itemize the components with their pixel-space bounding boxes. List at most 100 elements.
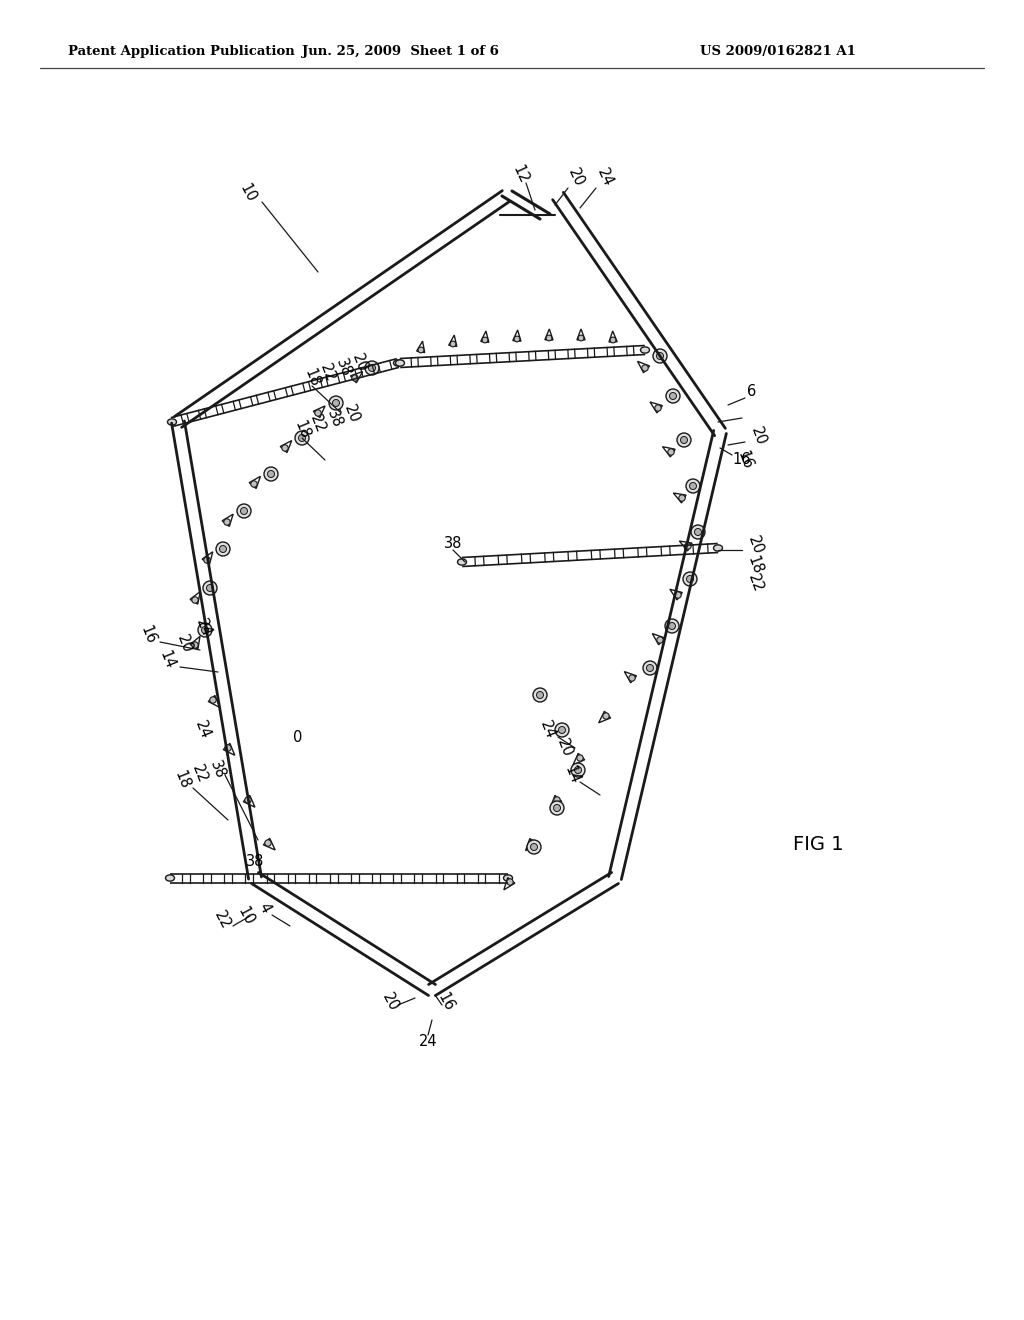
Text: 18: 18 xyxy=(744,554,765,577)
Text: 18: 18 xyxy=(302,367,323,389)
Text: 14: 14 xyxy=(157,648,177,672)
Text: 12: 12 xyxy=(509,164,530,186)
Circle shape xyxy=(224,519,230,525)
Text: 0: 0 xyxy=(293,730,303,746)
Text: 16: 16 xyxy=(733,453,752,467)
Ellipse shape xyxy=(393,360,402,366)
Circle shape xyxy=(642,364,648,371)
Circle shape xyxy=(554,797,560,803)
Circle shape xyxy=(694,528,701,536)
Circle shape xyxy=(670,392,677,400)
Text: 38: 38 xyxy=(443,536,462,550)
Circle shape xyxy=(267,470,274,478)
Circle shape xyxy=(574,767,582,774)
Circle shape xyxy=(482,337,487,343)
Circle shape xyxy=(352,375,358,381)
Circle shape xyxy=(577,755,584,762)
Circle shape xyxy=(683,572,697,586)
Text: 38: 38 xyxy=(325,408,345,430)
Text: 24: 24 xyxy=(538,718,558,742)
Circle shape xyxy=(689,483,696,490)
Text: 22: 22 xyxy=(317,362,339,384)
Circle shape xyxy=(365,360,379,375)
Circle shape xyxy=(210,697,216,704)
Circle shape xyxy=(666,389,680,403)
Ellipse shape xyxy=(640,347,649,354)
Text: 20: 20 xyxy=(555,737,575,759)
Circle shape xyxy=(656,636,664,643)
Text: 38: 38 xyxy=(246,854,264,870)
Circle shape xyxy=(507,879,513,886)
Circle shape xyxy=(251,480,257,487)
Text: 20: 20 xyxy=(565,166,587,190)
Circle shape xyxy=(686,479,700,492)
Circle shape xyxy=(555,723,569,737)
Text: 22: 22 xyxy=(189,763,211,785)
Text: 16: 16 xyxy=(735,449,756,471)
Text: 10: 10 xyxy=(234,904,257,928)
Circle shape xyxy=(579,335,584,341)
Ellipse shape xyxy=(714,545,723,552)
Circle shape xyxy=(675,591,681,598)
Circle shape xyxy=(656,352,664,359)
Circle shape xyxy=(653,348,667,363)
Circle shape xyxy=(643,661,657,675)
Text: 18: 18 xyxy=(292,418,312,441)
Text: 24: 24 xyxy=(193,718,213,742)
Circle shape xyxy=(333,400,340,407)
Text: 24: 24 xyxy=(194,616,214,639)
Circle shape xyxy=(329,396,343,411)
Circle shape xyxy=(527,840,541,854)
Text: Patent Application Publication: Patent Application Publication xyxy=(68,45,295,58)
Text: US 2009/0162821 A1: US 2009/0162821 A1 xyxy=(700,45,856,58)
Circle shape xyxy=(550,801,564,814)
Circle shape xyxy=(299,434,305,441)
Circle shape xyxy=(198,623,212,638)
Text: 6: 6 xyxy=(748,384,757,400)
Circle shape xyxy=(610,337,615,343)
Circle shape xyxy=(571,763,585,777)
Circle shape xyxy=(216,543,230,556)
Circle shape xyxy=(514,337,520,342)
Circle shape xyxy=(369,364,376,371)
Circle shape xyxy=(537,692,544,698)
Circle shape xyxy=(225,744,231,751)
Circle shape xyxy=(546,335,552,341)
Circle shape xyxy=(691,525,705,539)
Text: 20: 20 xyxy=(342,403,362,425)
Circle shape xyxy=(530,843,538,850)
Text: 22: 22 xyxy=(307,412,329,436)
Circle shape xyxy=(191,597,199,603)
Text: 14: 14 xyxy=(561,763,583,787)
Text: 4: 4 xyxy=(255,900,272,916)
Ellipse shape xyxy=(168,418,176,425)
Circle shape xyxy=(237,504,251,517)
Text: 24: 24 xyxy=(594,166,615,190)
Circle shape xyxy=(654,405,662,412)
Circle shape xyxy=(554,804,560,812)
Circle shape xyxy=(603,713,609,719)
Circle shape xyxy=(665,619,679,634)
Circle shape xyxy=(685,543,691,549)
Circle shape xyxy=(264,467,278,480)
Text: 20: 20 xyxy=(379,990,401,1014)
Circle shape xyxy=(669,623,676,630)
Text: 20: 20 xyxy=(748,425,768,447)
Circle shape xyxy=(241,507,248,515)
Circle shape xyxy=(219,545,226,553)
Circle shape xyxy=(418,347,424,352)
Circle shape xyxy=(207,585,213,591)
Text: 20: 20 xyxy=(174,632,196,656)
Circle shape xyxy=(558,726,565,734)
Ellipse shape xyxy=(166,875,174,882)
Text: Jun. 25, 2009  Sheet 1 of 6: Jun. 25, 2009 Sheet 1 of 6 xyxy=(301,45,499,58)
Text: FIG 1: FIG 1 xyxy=(793,836,844,854)
Circle shape xyxy=(282,445,288,451)
Circle shape xyxy=(204,557,210,564)
Text: 18: 18 xyxy=(172,768,193,792)
Circle shape xyxy=(191,642,199,648)
Circle shape xyxy=(202,627,209,634)
Circle shape xyxy=(528,840,536,846)
Circle shape xyxy=(295,432,309,445)
Circle shape xyxy=(679,495,685,502)
